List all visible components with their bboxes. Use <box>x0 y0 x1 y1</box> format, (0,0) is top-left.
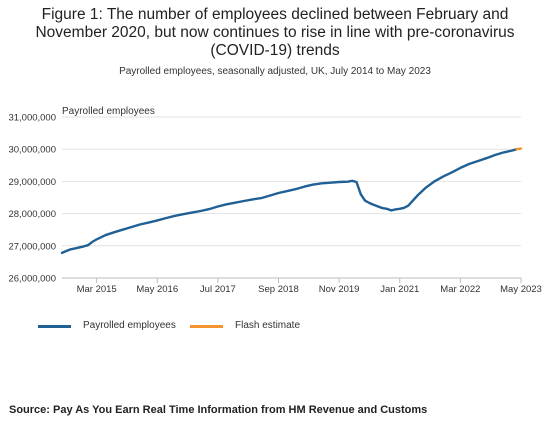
y-axis-title: Payrolled employees <box>62 106 155 117</box>
legend-swatch-flash <box>190 325 223 328</box>
y-tick-label: 31,000,000 <box>8 113 56 124</box>
legend-swatch-payrolled <box>38 325 71 328</box>
line-chart: 26,000,000 27,000,000 28,000,000 29,000,000… <box>8 113 542 296</box>
y-tick-label: 28,000,000 <box>8 209 56 220</box>
x-tick-label: Mar 2022 <box>440 284 480 295</box>
y-tick-label: 29,000,000 <box>8 177 56 188</box>
legend-label-flash: Flash estimate <box>235 320 301 331</box>
y-tick-label: 30,000,000 <box>8 145 56 156</box>
y-tick-label: 27,000,000 <box>8 241 56 252</box>
series-line-flash <box>515 147 523 151</box>
legend-label-payrolled: Payrolled employees <box>83 320 176 331</box>
x-tick-label: Jan 2021 <box>380 284 419 295</box>
y-tick-label: 26,000,000 <box>8 274 56 285</box>
x-tick-label: Mar 2015 <box>77 284 117 295</box>
chart-subtitle: Payrolled employees, seasonally adjusted… <box>119 66 431 77</box>
x-tick-label: May 2016 <box>136 284 178 295</box>
x-tick-label: Jul 2017 <box>200 284 236 295</box>
x-tick-label: Nov 2019 <box>319 284 360 295</box>
chart-title: Figure 1: The number of employees declin… <box>35 6 515 59</box>
x-tick-label: May 2023 <box>500 284 542 295</box>
series-line-payrolled <box>60 148 518 255</box>
source-note: Source: Pay As You Earn Real Time Inform… <box>9 404 428 416</box>
x-tick-label: Sep 2018 <box>258 284 299 295</box>
